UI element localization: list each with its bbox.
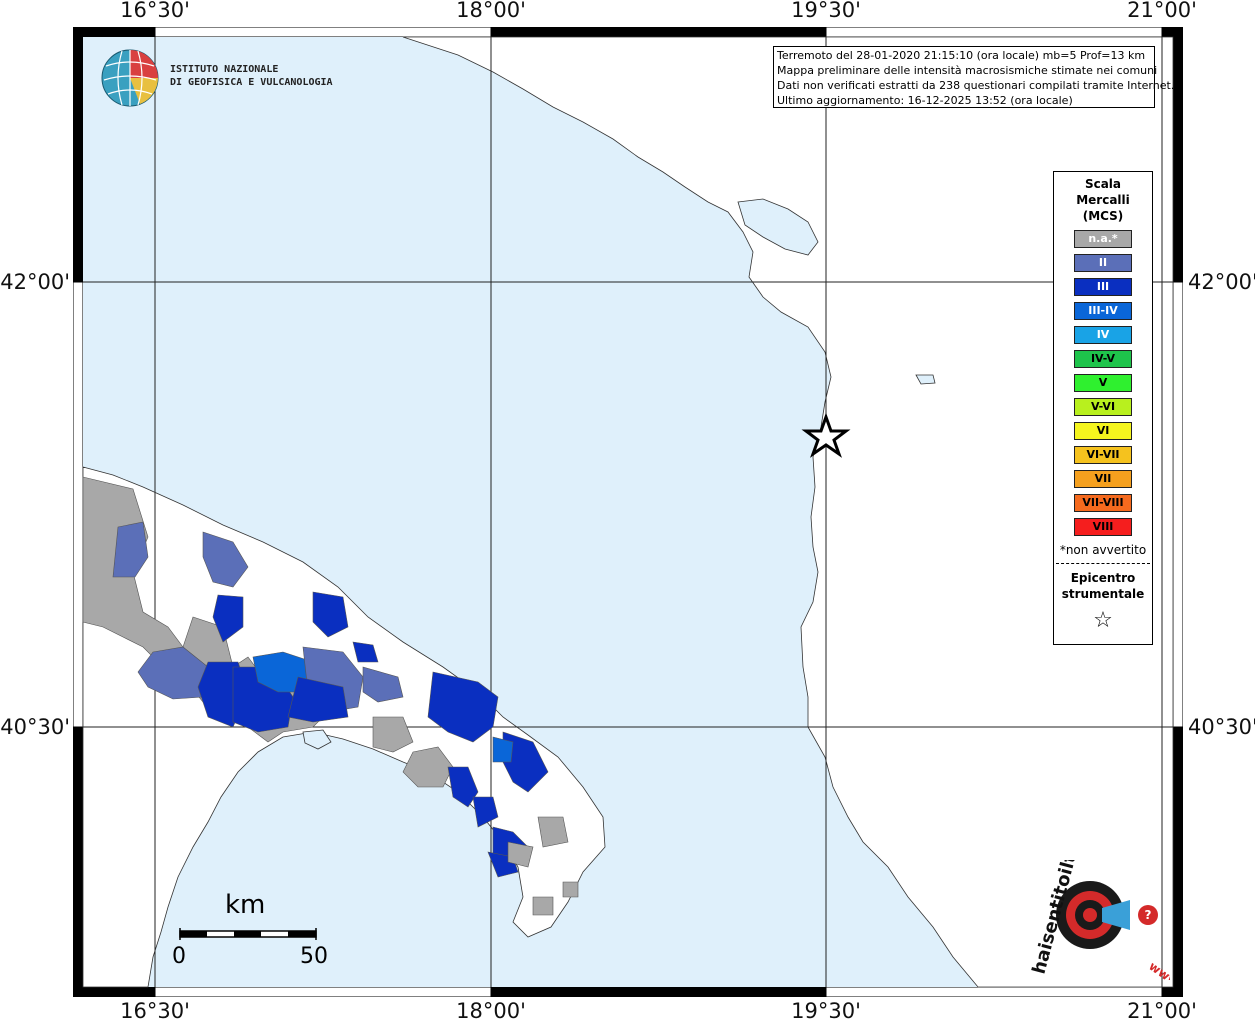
legend-item: VIII xyxy=(1054,518,1152,542)
svg-text:?: ? xyxy=(1145,908,1152,922)
hsit-logo: ? haisentitoilterremoto.it www. xyxy=(1029,739,1185,992)
legend-item: V-VI xyxy=(1054,398,1152,422)
scale-ruler xyxy=(179,928,317,940)
municipality-ii xyxy=(137,646,209,700)
epicenter-label-2: strumentale xyxy=(1061,587,1145,601)
map-area xyxy=(82,36,1174,988)
legend-swatch: VII xyxy=(1074,470,1132,488)
legend-item: IV xyxy=(1054,326,1152,350)
epicenter-star xyxy=(801,412,851,458)
lon-tick-bottom: 21°00' xyxy=(1127,999,1197,1023)
legend-item: VI xyxy=(1054,422,1152,446)
legend-swatch: IV-V xyxy=(1074,350,1132,368)
legend-item: IV-V xyxy=(1054,350,1152,374)
ingv-text: ISTITUTO NAZIONALE DI GEOFISICA E VULCAN… xyxy=(170,63,333,89)
municipality-iii xyxy=(427,671,499,743)
legend-swatch: VI xyxy=(1074,422,1132,440)
legend-item: VI-VII xyxy=(1054,446,1152,470)
event-line-3: Dati non verificati estratti da 238 ques… xyxy=(777,79,1175,92)
small-lake xyxy=(915,374,936,385)
legend-item: II xyxy=(1054,254,1152,278)
legend-item: VII xyxy=(1054,470,1152,494)
legend-title: Scala Mercalli (MCS) xyxy=(1054,176,1152,224)
legend-items: n.a.* II III III-IV IV IV-V V V-VI VI VI-VII VII VI… xyxy=(1054,230,1152,542)
legend-item: n.a.* xyxy=(1054,230,1152,254)
hsit-www-text: www. xyxy=(1146,959,1170,980)
event-line-4: Ultimo aggiornamento: 16-12-2025 13:52 (… xyxy=(777,94,1073,107)
scale-end: 50 xyxy=(300,944,328,969)
event-info-box: Terremoto del 28-01-2020 21:15:10 (ora l… xyxy=(773,46,1175,108)
legend-title-2: Mercalli xyxy=(1076,193,1130,207)
lon-tick-bottom: 18°00' xyxy=(456,999,526,1023)
scale-start: 0 xyxy=(172,944,186,969)
ingv-line-2: DI GEOFISICA E VULCANOLOGIA xyxy=(170,77,333,88)
epicenter-label: Epicentro strumentale xyxy=(1054,570,1152,602)
legend-item: III xyxy=(1054,278,1152,302)
legend-swatch: n.a.* xyxy=(1074,230,1132,248)
municipality-ii xyxy=(202,531,249,588)
globe-icon xyxy=(101,49,159,107)
municipality-iii xyxy=(212,594,244,643)
municipality-iii xyxy=(352,641,379,663)
legend-swatch: III-IV xyxy=(1074,302,1132,320)
ingv-logo xyxy=(100,48,330,110)
scale-bar: km 0 50 xyxy=(170,890,340,970)
scale-unit: km xyxy=(225,890,266,920)
epicenter-star-icon: ☆ xyxy=(1093,608,1113,633)
lon-tick-top: 19°30' xyxy=(791,0,861,22)
mcs-legend: Scala Mercalli (MCS) n.a.* II III III-IV IV I… xyxy=(1053,171,1153,645)
municipality-iii xyxy=(312,591,349,638)
legend-swatch: III xyxy=(1074,278,1132,296)
event-line-2: Mappa preliminare delle intensità macros… xyxy=(777,64,1158,77)
municipality-na xyxy=(372,716,414,753)
municipality-na xyxy=(537,816,569,848)
municipality-na xyxy=(402,746,454,788)
legend-swatch: V xyxy=(1074,374,1132,392)
legend-item: V xyxy=(1054,374,1152,398)
legend-swatch: VII-VIII xyxy=(1074,494,1132,512)
legend-item: VII-VIII xyxy=(1054,494,1152,518)
lon-tick-bottom: 19°30' xyxy=(791,999,861,1023)
legend-swatch: II xyxy=(1074,254,1132,272)
legend-swatch: IV xyxy=(1074,326,1132,344)
intensity-map[interactable] xyxy=(73,27,1183,997)
municipality-iii-iv xyxy=(492,736,514,763)
legend-divider xyxy=(1056,563,1150,564)
lon-tick-top: 18°00' xyxy=(456,0,526,22)
ingv-line-1: ISTITUTO NAZIONALE xyxy=(170,64,279,75)
lon-tick-bottom: 16°30' xyxy=(120,999,190,1023)
lat-tick-left: 40°30' xyxy=(0,715,70,739)
legend-swatch: V-VI xyxy=(1074,398,1132,416)
lat-tick-right: 42°00' xyxy=(1188,270,1255,294)
municipality-na xyxy=(507,841,534,868)
municipality-iii xyxy=(472,796,499,828)
mar-piccolo xyxy=(302,729,332,750)
legend-item: III-IV xyxy=(1054,302,1152,326)
lagoon xyxy=(737,198,819,256)
legend-swatch: VI-VII xyxy=(1074,446,1132,464)
lat-tick-left: 42°00' xyxy=(0,270,70,294)
lat-tick-right: 40°30' xyxy=(1188,715,1255,739)
legend-title-3: (MCS) xyxy=(1082,209,1124,223)
legend-title-1: Scala xyxy=(1084,177,1122,191)
legend-swatch: VIII xyxy=(1074,518,1132,536)
event-line-1: Terremoto del 28-01-2020 21:15:10 (ora l… xyxy=(777,49,1146,62)
municipality-ii xyxy=(112,521,149,578)
hsit-target-icon: ? haisentitoilterremoto.it www. xyxy=(1029,739,1185,992)
lon-tick-top: 21°00' xyxy=(1127,0,1197,22)
epicenter-label-1: Epicentro xyxy=(1070,571,1136,585)
municipality-ii xyxy=(362,666,404,703)
municipality-na xyxy=(562,881,579,898)
na-note: *non avvertito xyxy=(1059,543,1147,557)
municipality-na xyxy=(532,896,554,916)
municipality-iii xyxy=(447,766,479,808)
lon-tick-top: 16°30' xyxy=(120,0,190,22)
municipality-iii xyxy=(287,676,349,723)
